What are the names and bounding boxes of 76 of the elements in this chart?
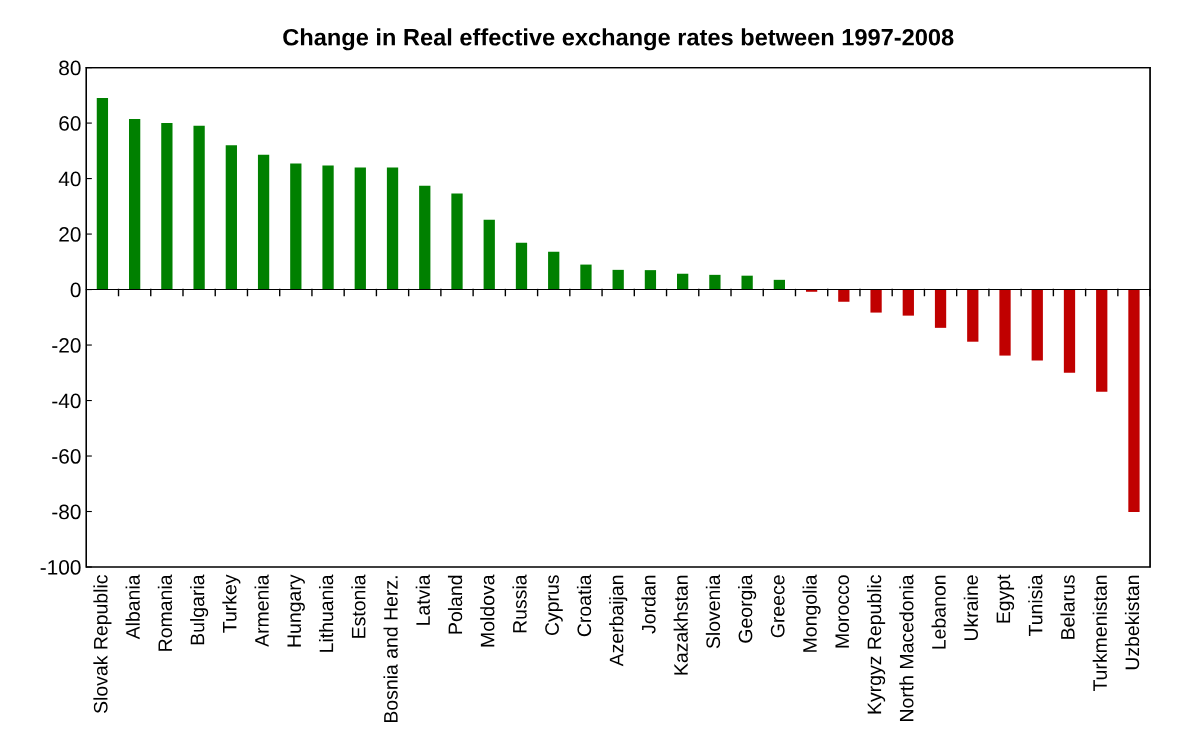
x-tick-label: Turkey bbox=[222, 574, 241, 633]
bar bbox=[902, 289, 914, 316]
x-tick-label: Kyrgyz Republic bbox=[867, 575, 886, 714]
y-tick-label: -20 bbox=[52, 338, 81, 353]
bar bbox=[999, 289, 1011, 356]
x-tick-label: Belarus bbox=[1060, 575, 1075, 639]
x-tick-label: Armenia bbox=[254, 574, 269, 647]
x-tick-label: Russia bbox=[512, 574, 527, 633]
bar bbox=[290, 163, 302, 290]
x-tick-label: Moldova bbox=[480, 574, 495, 647]
y-tick-label: -80 bbox=[52, 504, 81, 520]
x-tick-label: Croatia bbox=[576, 574, 592, 637]
x-tick-label: Bulgaria bbox=[190, 574, 209, 645]
x-tick-label: Estonia bbox=[351, 574, 366, 638]
bar bbox=[1096, 289, 1108, 392]
bar bbox=[1063, 289, 1076, 373]
bar bbox=[773, 279, 786, 290]
y-tick-label: -40 bbox=[52, 393, 81, 409]
bar bbox=[483, 219, 495, 290]
x-tick-label: Jordan bbox=[641, 575, 656, 634]
x-tick-label: Egypt bbox=[996, 574, 1015, 623]
bar bbox=[677, 273, 689, 290]
bar bbox=[580, 264, 592, 290]
x-tick-label: Slovak Republic bbox=[93, 575, 112, 714]
x-tick-label: Lithuania bbox=[319, 574, 334, 652]
x-tick-label: Turkmenistan bbox=[1092, 575, 1107, 692]
bar bbox=[967, 289, 979, 342]
x-tick-label: Slovenia bbox=[705, 574, 721, 649]
bar bbox=[1128, 289, 1140, 513]
chart-title: Change in Real effective exchange rates between 1997-2008 bbox=[283, 28, 954, 51]
x-tick-label: Latvia bbox=[415, 574, 430, 625]
x-tick-label: Hungary bbox=[287, 574, 305, 647]
bar bbox=[161, 123, 173, 290]
bar bbox=[644, 270, 657, 290]
x-tick-label: Bosnia and Herz. bbox=[383, 576, 398, 723]
x-tick-label: Mongolia bbox=[802, 574, 821, 652]
x-tick-label: Cyprus bbox=[545, 575, 563, 636]
x-tick-label: Georgia bbox=[738, 574, 757, 643]
x-tick-label: Uzbekistan bbox=[1124, 575, 1140, 670]
y-tick-label: 60 bbox=[59, 116, 81, 131]
bar bbox=[548, 251, 560, 290]
bar bbox=[838, 289, 850, 302]
x-tick-label: Ukraine bbox=[963, 575, 979, 640]
bar bbox=[934, 289, 947, 328]
bar bbox=[741, 275, 753, 290]
x-tick-label: Romania bbox=[157, 574, 173, 651]
bar bbox=[96, 98, 109, 290]
bar bbox=[257, 154, 270, 290]
y-tick-label: 80 bbox=[59, 60, 81, 76]
bar bbox=[709, 274, 721, 290]
bar bbox=[386, 167, 399, 290]
y-tick-label: 40 bbox=[58, 171, 81, 187]
x-tick-label: Azerbaijan bbox=[609, 575, 628, 667]
y-tick-label: 0 bbox=[70, 282, 81, 298]
bar bbox=[515, 242, 528, 290]
bar bbox=[129, 118, 141, 290]
x-tick-label: Kazakhstan bbox=[673, 575, 688, 675]
x-tick-label: Morocco bbox=[835, 575, 850, 648]
x-tick-label: North Macedonia bbox=[899, 574, 914, 721]
x-tick-label: Greece bbox=[770, 575, 785, 638]
bar bbox=[1031, 289, 1043, 361]
bar bbox=[451, 193, 463, 290]
x-tick-label: Albania bbox=[125, 574, 140, 640]
bar bbox=[612, 269, 624, 290]
bar bbox=[322, 165, 334, 290]
bar bbox=[419, 185, 431, 290]
y-tick-label: -100 bbox=[40, 560, 81, 575]
bar bbox=[354, 167, 366, 290]
x-tick-label: Tunisia bbox=[1028, 574, 1043, 637]
x-tick-label: Poland bbox=[447, 575, 463, 634]
bar bbox=[193, 125, 205, 290]
bar bbox=[870, 289, 882, 313]
y-tick-label: 20 bbox=[59, 227, 81, 242]
x-tick-label: Lebanon bbox=[931, 575, 946, 649]
y-tick-label: -60 bbox=[52, 449, 81, 464]
bar bbox=[225, 145, 237, 290]
